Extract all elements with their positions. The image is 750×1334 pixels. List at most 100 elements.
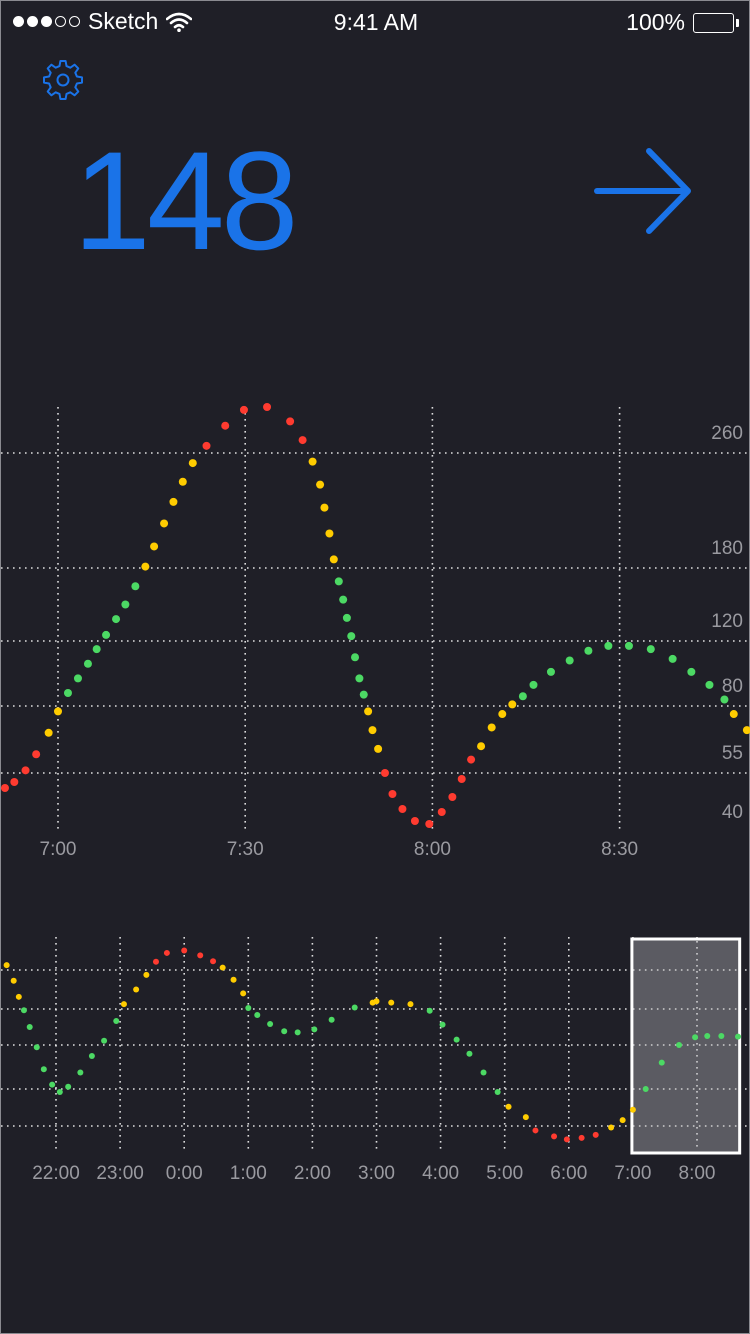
glucose-point <box>32 750 41 759</box>
glucose-point <box>342 613 351 622</box>
glucose-point <box>388 790 397 798</box>
y-tick-label: 80 <box>722 676 743 697</box>
battery-body <box>693 12 734 33</box>
glucose-point <box>410 817 419 825</box>
glucose-point <box>188 459 197 468</box>
glucose-point <box>316 480 325 489</box>
overview-point <box>629 1106 636 1113</box>
overview-point <box>658 1059 665 1066</box>
overview-point <box>328 1016 335 1023</box>
overview-point <box>143 971 150 978</box>
glucose-point <box>298 436 307 445</box>
glucose-point <box>646 645 655 654</box>
glucose-point <box>518 692 527 701</box>
overview-point <box>551 1133 558 1140</box>
glucose-point <box>320 503 329 512</box>
overview-point <box>735 1033 742 1040</box>
glucose-point <box>425 820 434 828</box>
signal-strength-icon <box>13 16 24 27</box>
status-left: Sketch <box>13 8 193 35</box>
glucose-point <box>720 695 729 704</box>
glucose-point <box>351 653 360 662</box>
current-glucose-value: 148 <box>73 122 299 279</box>
x-tick-label: 8:30 <box>601 839 638 860</box>
glucose-point <box>546 667 555 676</box>
overview-point <box>113 1018 120 1024</box>
glucose-point <box>44 728 53 737</box>
overview-point <box>181 947 188 954</box>
overview-point <box>453 1036 460 1043</box>
overview-point <box>33 1044 40 1051</box>
glucose-point <box>92 645 101 654</box>
x-tick-label: 0:00 <box>166 1163 203 1184</box>
glucose-point <box>477 742 486 751</box>
battery-icon <box>693 12 739 33</box>
overview-point <box>245 1005 252 1012</box>
glucose-point <box>374 744 383 753</box>
overview-point <box>692 1034 699 1041</box>
glucose-point <box>467 755 476 764</box>
glucose-point <box>355 674 364 683</box>
y-tick-label: 55 <box>722 743 743 764</box>
overview-point <box>88 1053 95 1059</box>
overview-point <box>373 998 380 1005</box>
glucose-point <box>498 710 507 719</box>
x-tick-label: 3:00 <box>358 1163 395 1184</box>
overview-point <box>480 1069 487 1076</box>
overview-point <box>592 1131 599 1138</box>
overview-point <box>120 1001 127 1008</box>
overview-point <box>254 1012 261 1018</box>
overview-point <box>619 1117 626 1124</box>
glucose-point <box>705 680 714 689</box>
overview-point <box>608 1124 615 1131</box>
glucose-point <box>121 600 130 609</box>
glucose-point <box>457 775 466 783</box>
gear-icon[interactable] <box>42 59 84 101</box>
x-tick-label: 2:00 <box>294 1163 331 1184</box>
overview-point <box>197 952 204 959</box>
overview-point <box>133 986 140 993</box>
overview-point <box>494 1088 501 1095</box>
arrow-right-icon <box>594 148 691 234</box>
signal-strength-icon <box>27 16 38 27</box>
glucose-point <box>604 641 613 650</box>
overview-point <box>10 977 17 984</box>
overview-point <box>466 1050 473 1057</box>
glucose-point <box>565 656 574 665</box>
y-tick-label: 180 <box>711 538 743 559</box>
overview-point <box>704 1033 711 1039</box>
x-tick-label: 7:00 <box>614 1163 651 1184</box>
overview-point <box>578 1134 585 1141</box>
glucose-point <box>178 477 187 486</box>
glucose-point <box>83 659 92 668</box>
overview-point <box>163 949 170 956</box>
overview-point <box>718 1033 725 1039</box>
overview-point <box>152 958 159 965</box>
glucose-point <box>584 646 593 655</box>
glucose-point <box>364 707 373 716</box>
glucose-point <box>239 405 248 414</box>
x-tick-label: 1:00 <box>230 1163 267 1184</box>
x-tick-label: 7:30 <box>227 839 264 860</box>
battery-percentage: 100% <box>626 9 685 35</box>
signal-strength-icon <box>69 16 80 27</box>
overview-point <box>56 1088 63 1095</box>
overview-point <box>676 1042 683 1048</box>
glucose-point <box>339 595 348 604</box>
glucose-point <box>325 529 334 538</box>
status-right: 100% <box>626 9 739 36</box>
overview-point <box>49 1081 56 1088</box>
glucose-point <box>380 769 389 777</box>
selection-window[interactable] <box>630 937 742 1155</box>
overview-point <box>65 1083 72 1090</box>
glucose-point <box>73 674 82 683</box>
overview-point <box>505 1103 512 1110</box>
glucose-point <box>141 562 150 571</box>
glucose-point <box>359 690 368 699</box>
overview-point <box>407 1001 414 1008</box>
x-tick-label: 4:00 <box>422 1163 459 1184</box>
overview-glucose-chart[interactable]: 22:00 23:00 0:00 1:00 2:00 3:00 4:00 5:00 6:00 7:… <box>1 921 750 1201</box>
overview-point <box>281 1028 288 1035</box>
overview-point <box>439 1021 446 1028</box>
overview-point <box>240 990 247 997</box>
